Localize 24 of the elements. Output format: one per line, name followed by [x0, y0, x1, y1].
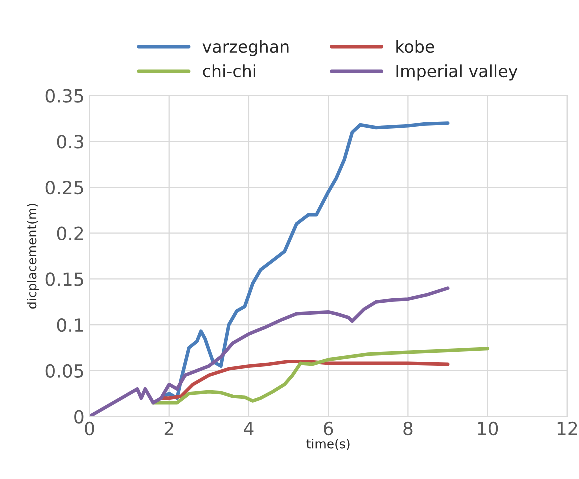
- y-tick-label: 0.3: [57, 135, 84, 149]
- y-tick-label: 0.2: [57, 226, 84, 240]
- legend-label: varzeghan: [202, 40, 289, 56]
- y-tick-label: 0.35: [46, 89, 84, 103]
- x-tick-label: 12: [558, 422, 578, 436]
- line-series: [160, 360, 450, 400]
- legend-label: chi-chi: [203, 64, 256, 78]
- x-tick-label: 10: [478, 422, 498, 436]
- y-tick-label: 0.05: [46, 364, 84, 378]
- x-tick-label: 4: [244, 422, 254, 436]
- legend-label: kobe: [396, 40, 434, 54]
- line-series: [152, 347, 490, 405]
- x-axis-title: time(s): [306, 439, 350, 450]
- y-tick-label: 0.1: [57, 318, 84, 332]
- y-tick-label: 0.25: [46, 180, 84, 195]
- y-tick-label: 0.15: [46, 272, 84, 286]
- x-tick-label: 6: [324, 422, 334, 436]
- x-tick-label: 0: [85, 422, 94, 436]
- y-axis-title: dicplacement(m): [27, 204, 40, 309]
- y-tick-label: 0: [74, 410, 84, 424]
- x-tick-label: 2: [164, 422, 174, 436]
- legend-label: Imperial valley: [396, 64, 518, 81]
- line-series: [90, 286, 450, 417]
- x-tick-label: 8: [404, 422, 413, 436]
